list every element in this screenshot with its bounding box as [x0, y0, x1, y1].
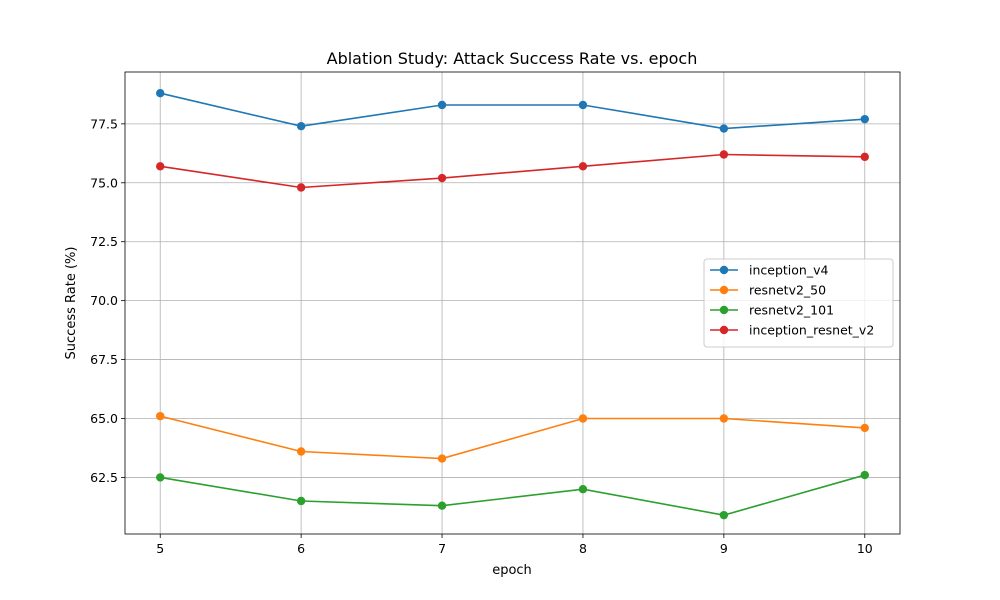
- data-point: [156, 473, 165, 482]
- x-tick-label: 10: [857, 541, 873, 556]
- data-point: [296, 496, 306, 506]
- x-tick-label: 6: [297, 541, 305, 556]
- data-point: [156, 162, 165, 171]
- data-point: [578, 100, 588, 110]
- data-point: [156, 89, 165, 98]
- series-line: [160, 474, 865, 516]
- series-resnetv2_50: [156, 411, 869, 463]
- data-point: [437, 100, 447, 110]
- data-point: [437, 173, 447, 183]
- data-point: [719, 510, 729, 520]
- legend-label: resnetv2_101: [749, 303, 834, 318]
- series-line: [160, 92, 865, 130]
- y-axis-label: Success Rate (%): [64, 247, 79, 360]
- data-point: [860, 423, 869, 433]
- legend-marker: [719, 265, 729, 275]
- y-tick-label: 75.0: [90, 175, 118, 190]
- chart-title: Ablation Study: Attack Success Rate vs. …: [327, 49, 698, 68]
- data-point: [296, 122, 306, 131]
- plot-frame: [124, 71, 901, 535]
- y-tick-label: 65.0: [90, 411, 118, 426]
- data-point: [719, 124, 729, 133]
- data-point: [719, 150, 729, 159]
- y-tick-label: 70.0: [90, 293, 118, 308]
- legend-label: resnetv2_50: [749, 283, 826, 298]
- data-point: [719, 414, 729, 423]
- series-group: [156, 89, 869, 520]
- y-tick-label: 72.5: [90, 234, 118, 249]
- x-tick-label: 7: [438, 541, 446, 556]
- data-point: [296, 183, 306, 192]
- legend-label: inception_v4: [749, 263, 828, 278]
- axis-ticks: 5 6 7 8 9 10 62.5 65.0 67.5 70.0 72.5 75.0 77.5: [90, 116, 873, 556]
- x-axis-label: epoch: [492, 563, 532, 578]
- legend-marker: [719, 325, 729, 335]
- legend-marker: [719, 305, 729, 315]
- legend-label: inception_resnet_v2: [749, 323, 874, 338]
- series-line: [160, 153, 865, 189]
- series-line: [160, 415, 865, 460]
- data-point: [578, 162, 588, 171]
- series-inception_resnet_v2: [156, 150, 869, 192]
- y-tick-label: 67.5: [90, 352, 118, 367]
- data-point: [296, 447, 306, 456]
- data-point: [578, 485, 588, 494]
- data-point: [156, 411, 165, 421]
- x-tick-label: 8: [579, 541, 587, 556]
- legend-marker: [719, 285, 729, 295]
- x-tick-label: 9: [720, 541, 728, 556]
- y-tick-label: 77.5: [90, 116, 118, 131]
- series-inception_v4: [156, 89, 869, 133]
- legend: inception_v4 resnetv2_50 resnetv2_101incep…: [703, 258, 894, 348]
- data-point: [860, 152, 869, 162]
- data-point: [437, 454, 447, 463]
- y-tick-label: 62.5: [90, 470, 118, 485]
- data-point: [860, 114, 869, 124]
- data-point: [437, 501, 447, 510]
- data-point: [578, 414, 588, 423]
- data-point: [860, 470, 869, 480]
- legend-box: [703, 258, 894, 348]
- x-tick-label: 5: [156, 541, 164, 556]
- series-resnetv2_101: [156, 470, 869, 520]
